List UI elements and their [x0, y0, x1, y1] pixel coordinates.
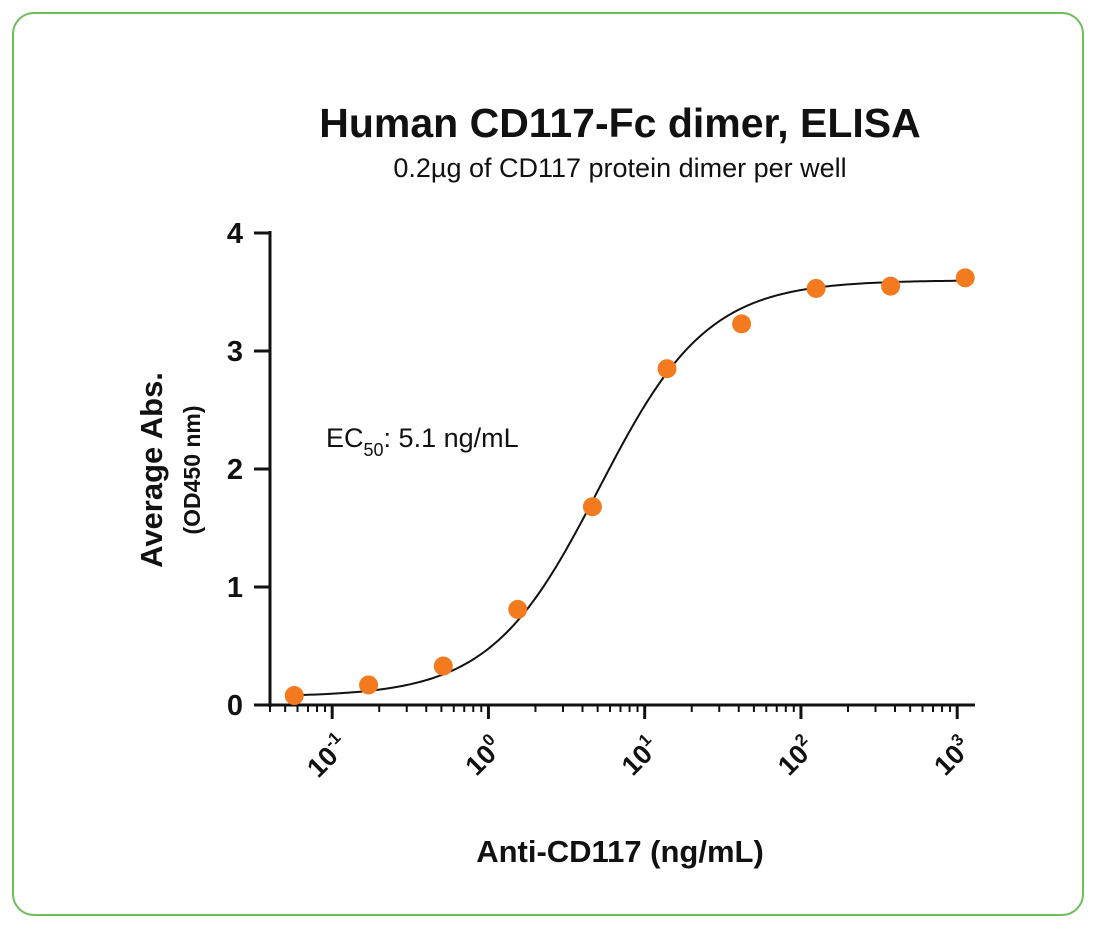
data-point	[881, 276, 901, 296]
y-tick-label: 2	[227, 454, 243, 486]
ec50-annotation: EC50: 5.1 ng/mL	[326, 423, 519, 460]
x-tick-label: 100	[457, 730, 508, 781]
data-point	[508, 599, 528, 619]
data-point	[955, 268, 975, 288]
data-points	[284, 268, 975, 706]
y-axis-label: Average Abs.	[134, 372, 169, 568]
x-tick-label: 103	[926, 730, 977, 781]
x-axis: 10-1 100 101 102 103	[268, 703, 977, 783]
y-tick-label: 3	[227, 336, 243, 368]
y-axis: 0 1 2 3 4	[227, 218, 272, 722]
data-point	[284, 686, 304, 706]
data-point	[433, 656, 453, 676]
data-point	[359, 675, 379, 695]
x-tick-label: 10-1	[299, 728, 354, 783]
y-tick-label: 4	[227, 218, 243, 250]
x-axis-label: Anti-CD117 (ng/mL)	[476, 834, 764, 869]
chart-frame	[12, 12, 1084, 916]
data-point	[732, 314, 752, 334]
data-point	[806, 278, 826, 298]
x-tick-label: 102	[770, 730, 821, 781]
fit-curve	[294, 279, 966, 697]
data-point	[582, 497, 602, 517]
y-tick-label: 1	[227, 572, 243, 604]
y-axis-sublabel: (OD450 nm)	[179, 405, 205, 534]
chart-title: Human CD117-Fc dimer, ELISA	[319, 100, 921, 146]
y-tick-label: 0	[227, 690, 243, 722]
x-tick-label: 101	[614, 730, 665, 781]
chart-subtitle: 0.2µg of CD117 protein dimer per well	[393, 153, 846, 183]
data-point	[657, 359, 677, 379]
